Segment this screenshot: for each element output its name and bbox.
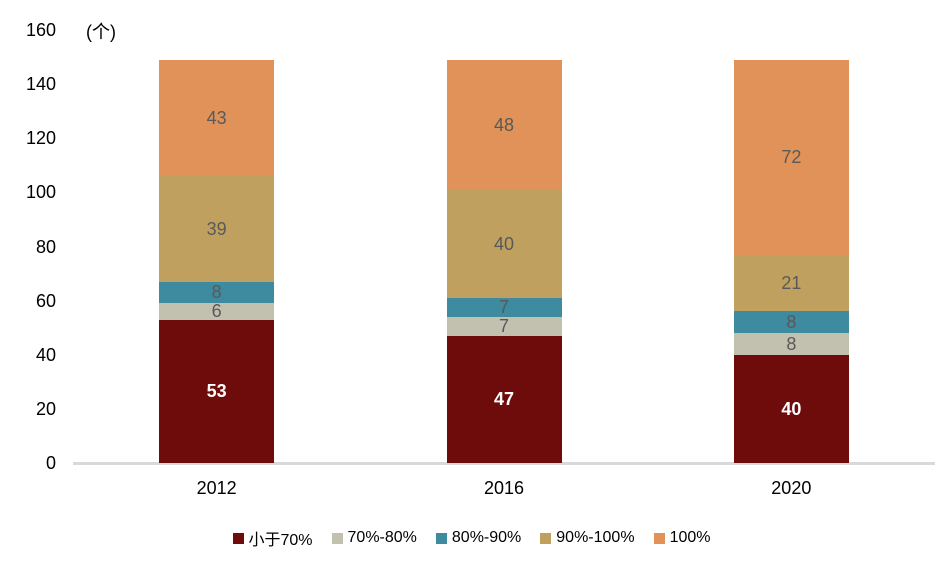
y-tick-label: 0 <box>45 453 56 473</box>
legend-label: 90%-100% <box>556 529 635 546</box>
legend-label: 80%-90% <box>451 529 522 546</box>
legend-swatch-icon <box>232 532 244 544</box>
y-axis-unit-label: (个) <box>86 22 116 42</box>
bar-segment-value: 8 <box>211 282 222 303</box>
y-tick-label: 40 <box>35 344 56 365</box>
bar-segment-value: 72 <box>781 147 802 168</box>
bar-segment-2016: 47 <box>446 335 562 463</box>
legend-label: 70%-80% <box>347 529 417 546</box>
bar-segment-2016: 48 <box>446 59 562 190</box>
bar-segment-2016: 7 <box>446 316 562 337</box>
bar-segment-value: 7 <box>498 297 509 318</box>
bar-segment-2020: 40 <box>733 354 849 463</box>
y-tick-label: 100 <box>25 182 56 203</box>
legend-swatch-icon <box>435 532 447 544</box>
x-category-label: 2020 <box>771 478 812 498</box>
bar-segment-value: 47 <box>493 389 515 410</box>
legend-label: 小于70% <box>248 532 313 549</box>
bar-segment-2012: 8 <box>159 281 275 304</box>
chart-legend: 小于70% 70%-80% 80%-90% 90%-100% 100% <box>0 526 943 550</box>
bar-segment-value: 6 <box>211 301 222 322</box>
y-tick-label: 80 <box>35 236 56 257</box>
bar-segment-value: 21 <box>781 273 802 294</box>
bar-segment-value: 40 <box>493 233 515 254</box>
bar-segment-2020: 8 <box>733 311 849 334</box>
bar-segment-2016: 40 <box>446 189 562 298</box>
bar-segment-value: 8 <box>786 333 797 354</box>
bar-segment-2012: 53 <box>159 319 275 463</box>
legend-swatch-icon <box>540 532 552 544</box>
legend-item: 100% <box>653 529 711 547</box>
y-tick-label: 160 <box>25 20 56 40</box>
bar-segment-2020: 8 <box>733 333 849 355</box>
x-axis-line <box>73 462 935 465</box>
y-tick-label: 140 <box>25 74 56 95</box>
bar-segment-value: 40 <box>781 398 802 419</box>
bar-segment-value: 43 <box>206 107 227 128</box>
x-category-label: 2012 <box>196 478 237 498</box>
bar-segment-2020: 21 <box>733 254 849 312</box>
bar-segment-2012: 43 <box>159 59 275 177</box>
y-tick-label: 120 <box>25 128 56 149</box>
bar-segment-2012: 6 <box>159 301 275 322</box>
legend-label: 100% <box>669 529 711 546</box>
bar-segment-2020: 72 <box>733 59 849 255</box>
legend-item: 90%-100% <box>540 529 635 547</box>
x-category-label: 2016 <box>483 478 525 498</box>
bar-segment-value: 48 <box>493 114 515 135</box>
bar-segment-value: 7 <box>498 316 509 337</box>
legend-swatch-icon <box>653 532 665 544</box>
legend-swatch-icon <box>331 532 343 544</box>
legend-item: 80%-90% <box>435 529 522 547</box>
legend-item: 70%-80% <box>331 529 417 547</box>
bar-segment-value: 39 <box>206 218 227 239</box>
bar-segment-2016: 7 <box>446 297 562 318</box>
legend-item: 小于70% <box>232 526 313 550</box>
bar-segment-2012: 39 <box>159 176 275 282</box>
y-tick-label: 60 <box>35 290 56 311</box>
bar-segment-value: 53 <box>206 381 227 402</box>
bar-segment-value: 8 <box>786 312 797 333</box>
y-tick-label: 20 <box>35 398 56 419</box>
